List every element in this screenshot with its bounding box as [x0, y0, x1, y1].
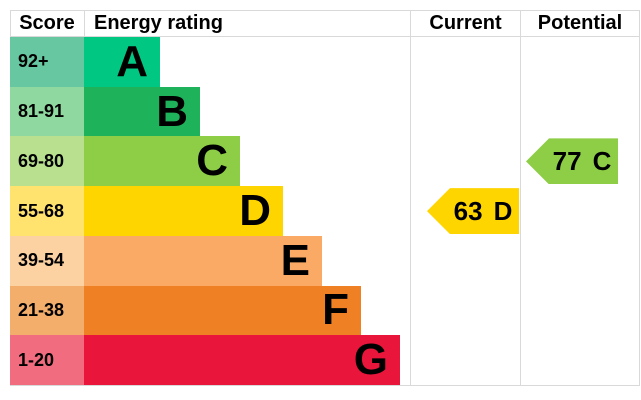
- score-column-divider: [84, 10, 85, 36]
- current-rating-value: 63: [453, 195, 483, 226]
- band-letter: A: [116, 36, 148, 86]
- band-score-range: 39-54: [10, 235, 84, 286]
- band-bar: E: [84, 235, 322, 286]
- potential-column-header: Potential: [537, 12, 623, 34]
- band-score-range: 69-80: [10, 136, 84, 187]
- band-letter: D: [239, 186, 271, 236]
- energy-rating-column-header: Energy rating: [94, 12, 223, 34]
- band-score-range: 1-20: [10, 335, 84, 386]
- band-row-c: 69-80 C: [10, 136, 640, 187]
- current-rating-band: D: [493, 195, 513, 226]
- band-bar: C: [84, 136, 240, 187]
- band-row-g: 1-20 G: [10, 335, 640, 386]
- table-right-border: [639, 10, 640, 386]
- band-row-a: 92+ A: [10, 37, 640, 87]
- potential-rating-value: 77: [552, 145, 582, 176]
- score-column-header: Score: [19, 12, 75, 34]
- table-bottom-border: [10, 385, 640, 386]
- band-bar: F: [84, 285, 361, 336]
- potential-column-divider: [520, 10, 521, 386]
- band-row-b: 81-91 B: [10, 86, 640, 137]
- band-row-d: 55-68 D: [10, 186, 640, 236]
- band-letter: E: [280, 235, 310, 285]
- header-left-border: [10, 10, 11, 36]
- potential-rating-band: C: [592, 145, 612, 176]
- band-bar: D: [84, 186, 283, 236]
- band-rows: 92+ A 81-91 B 69-80 C 55-68 D 39-54 E 21…: [10, 37, 640, 386]
- current-column-header: Current: [429, 12, 502, 34]
- current-column-divider: [410, 10, 411, 386]
- band-row-e: 39-54 E: [10, 235, 640, 286]
- band-score-range: 81-91: [10, 86, 84, 137]
- current-rating-arrow: 63 D: [427, 188, 519, 235]
- table-top-border: [10, 10, 640, 11]
- band-letter: G: [353, 335, 388, 385]
- band-letter: F: [322, 285, 349, 335]
- band-bar: A: [84, 37, 160, 87]
- band-bar: B: [84, 86, 200, 137]
- band-bar: G: [84, 335, 400, 386]
- band-score-range: 21-38: [10, 285, 84, 336]
- band-letter: C: [196, 136, 228, 186]
- header-bottom-border: [10, 36, 640, 37]
- band-letter: B: [156, 86, 188, 136]
- band-row-f: 21-38 F: [10, 285, 640, 336]
- band-score-range: 92+: [10, 37, 84, 87]
- band-score-range: 55-68: [10, 186, 84, 236]
